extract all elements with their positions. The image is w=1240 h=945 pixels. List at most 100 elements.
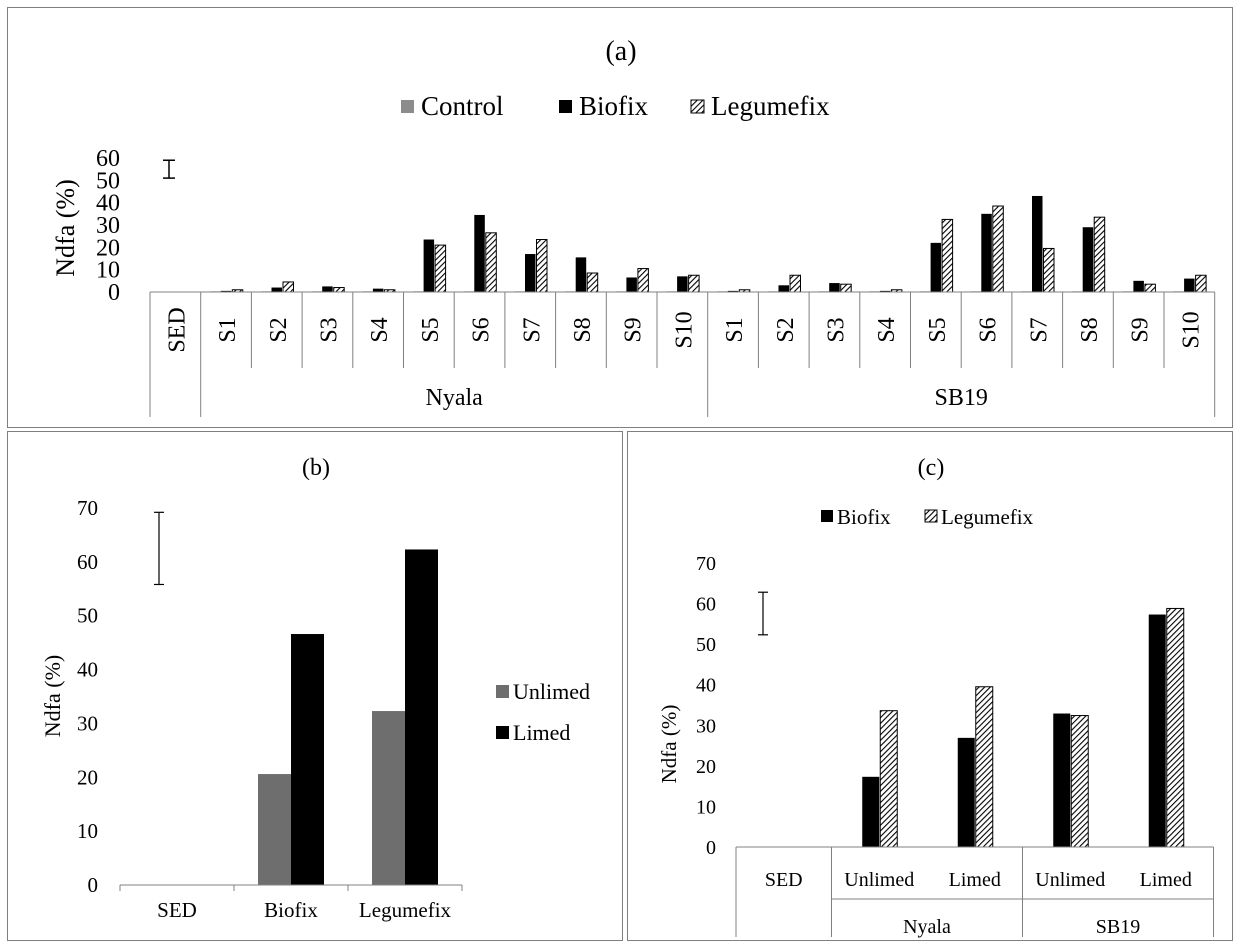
legend-label-unlimed: Unlimed: [513, 679, 590, 704]
category-label: S7: [519, 317, 545, 342]
category-label: Biofix: [264, 898, 318, 922]
legend-swatch-control: [401, 100, 414, 113]
legend-label-legumefix: Legumefix: [711, 91, 830, 121]
y-tick-label: 30: [96, 213, 120, 239]
bar-biofix: [1053, 713, 1071, 847]
bar-legumefix: [485, 232, 497, 293]
bar-biofix: [829, 283, 840, 292]
bar-biofix: [423, 239, 435, 292]
bar-limed: [291, 634, 324, 885]
category-label: S1: [722, 317, 748, 342]
y-tick-label: 50: [77, 604, 98, 628]
category-label: S3: [316, 317, 342, 342]
bar-biofix: [474, 214, 485, 292]
bar-legumefix: [536, 239, 548, 293]
y-tick-label: 0: [88, 873, 99, 897]
chart-b-legend: Unlimed Limed: [496, 679, 590, 745]
legend-swatch-legumefix: [690, 99, 705, 114]
category-label: S3: [823, 317, 849, 342]
bar-legumefix: [1144, 283, 1156, 293]
bar-biofix: [957, 737, 975, 847]
legend-label-biofix: Biofix: [579, 91, 649, 121]
y-tick-label: 50: [96, 168, 120, 194]
bar-biofix: [930, 242, 942, 292]
chart-c-legend: Biofix Legumefix: [821, 505, 1034, 529]
chart-panel-b: (b) Ndfa (%) Unlimed Limed 0 10 20 30 40 50 60…: [7, 431, 623, 941]
y-tick-label: 10: [696, 796, 716, 818]
bar-biofix: [271, 287, 282, 292]
legend-label-limed: Limed: [513, 720, 570, 745]
y-tick-label: 60: [96, 146, 120, 172]
bar-legumefix: [688, 274, 700, 293]
bar-biofix: [626, 277, 637, 292]
chart-a-ylabel: Ndfa (%): [51, 179, 80, 276]
legend-swatch-biofix: [559, 100, 572, 113]
bar-legumefix: [1195, 274, 1207, 293]
bar-legumefix: [1166, 607, 1185, 848]
category-label: S2: [773, 317, 799, 342]
category-label: S6: [976, 317, 1002, 342]
bar-legumefix: [637, 268, 649, 293]
bar-legumefix: [840, 283, 852, 293]
bar-biofix: [525, 254, 536, 292]
group-label: Nyala: [426, 385, 484, 411]
category-label: Unlimed: [844, 869, 914, 891]
category-label: S10: [671, 311, 697, 348]
chart-a-legend: Control Biofix Legumefix: [401, 91, 830, 121]
legend-label-legumefix: Legumefix: [941, 505, 1034, 529]
y-tick-label: 10: [96, 258, 120, 284]
bar-biofix: [981, 213, 992, 292]
category-label: Unlimed: [1035, 869, 1105, 891]
bar-legumefix: [1043, 247, 1055, 293]
category-label: S8: [570, 317, 596, 342]
y-tick-label: 20: [96, 235, 120, 261]
legend-label-control: Control: [421, 91, 504, 121]
y-tick-label: 60: [696, 594, 716, 616]
y-tick-label: 20: [696, 756, 716, 778]
bar-unlimed: [258, 774, 291, 885]
bar-biofix: [727, 290, 739, 292]
y-tick-label: 0: [108, 280, 120, 306]
legend-swatch-unlimed: [496, 685, 509, 698]
bar-biofix: [220, 290, 232, 292]
category-label: S8: [1077, 317, 1103, 342]
bar-biofix: [1148, 614, 1166, 847]
bar-legumefix: [789, 274, 801, 293]
y-tick-label: 60: [77, 550, 98, 574]
category-label: S5: [418, 317, 444, 342]
y-tick-label: 50: [696, 634, 716, 656]
category-label: S2: [266, 317, 292, 342]
legend-swatch-biofix: [821, 510, 833, 522]
chart-c-svg: (c) Biofix Legumefix Ndfa (%) 0 10 20 30 40 5…: [657, 455, 1214, 938]
y-tick-label: 20: [77, 765, 98, 789]
bar-biofix: [372, 288, 384, 292]
bar-legumefix: [586, 272, 599, 293]
y-tick-label: 70: [77, 496, 98, 520]
y-tick-label: 40: [696, 675, 716, 697]
category-label: S10: [1178, 311, 1204, 348]
chart-a-svg: (a) Control Biofix Legumefix Ndfa (%) 01…: [51, 36, 1216, 417]
group-label: Nyala: [903, 916, 951, 938]
y-tick-label: 70: [696, 553, 716, 575]
bar-legumefix: [941, 218, 954, 293]
chart-b-ylabel: Ndfa (%): [40, 655, 65, 737]
bar-biofix: [1082, 227, 1094, 292]
y-tick-label: 30: [696, 715, 716, 737]
bar-biofix: [1032, 195, 1043, 292]
chart-a-title: (a): [605, 36, 636, 67]
category-label-sed: SED: [765, 869, 803, 891]
category-label: Legumefix: [359, 898, 452, 922]
bar-legumefix: [879, 710, 898, 848]
bar-limed: [405, 549, 438, 885]
category-label: SED: [157, 898, 197, 922]
bar-legumefix: [975, 686, 994, 848]
bar-legumefix: [1070, 715, 1089, 848]
category-label: S9: [621, 317, 647, 342]
bar-legumefix: [992, 205, 1004, 293]
chart-c-ylabel: Ndfa (%): [657, 705, 681, 784]
y-tick-label: 30: [77, 711, 98, 735]
legend-swatch-legumefix: [924, 509, 938, 523]
y-tick-label: 10: [77, 819, 98, 843]
chart-b-title: (b): [302, 455, 330, 481]
